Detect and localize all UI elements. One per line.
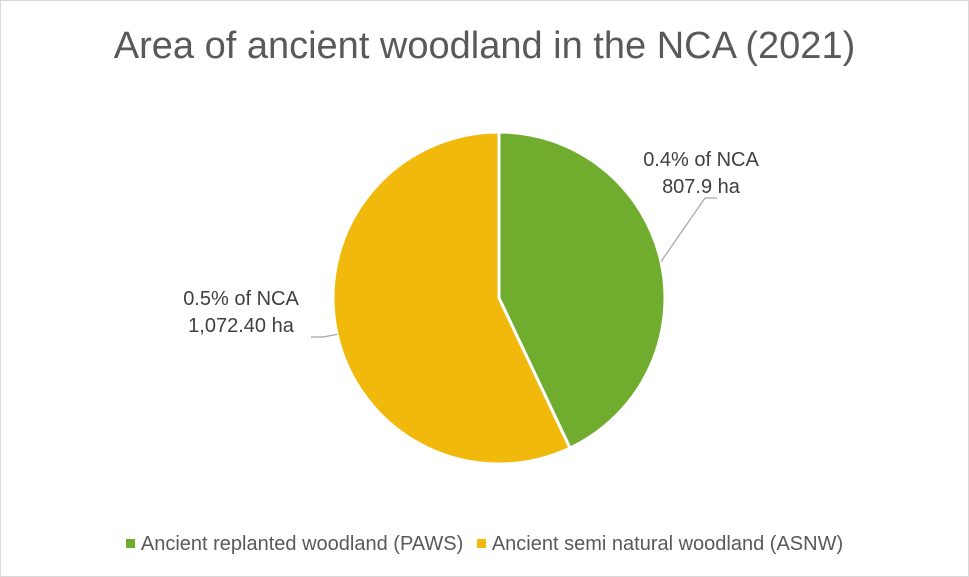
legend: Ancient replanted woodland (PAWS) Ancien… [1,533,968,556]
data-label-asnw-area: 1,072.40 ha [188,315,294,337]
leader-line-asnw [311,333,338,338]
pie-slice-paws [497,130,667,451]
leader-line-paws [660,197,717,262]
data-label-asnw: 0.5% of NCA 1,072.40 ha [141,286,341,340]
chart-title: Area of ancient woodland in the NCA (202… [113,25,856,67]
legend-swatch-paws [125,539,135,548]
legend-item-paws: Ancient replanted woodland (PAWS) [125,533,464,556]
legend-label-asnw: Ancient semi natural woodland (ASNW) [491,533,844,555]
data-label-paws-percent: 0.4% of NCA [643,149,759,171]
data-label-paws-area: 807.9 ha [662,176,740,198]
data-label-paws: 0.4% of NCA 807.9 ha [601,147,801,201]
data-label-asnw-percent: 0.5% of NCA [183,288,299,310]
legend-item-asnw: Ancient semi natural woodland (ASNW) [476,533,844,556]
legend-swatch-asnw [476,539,486,548]
legend-label-paws: Ancient replanted woodland (PAWS) [140,533,464,555]
